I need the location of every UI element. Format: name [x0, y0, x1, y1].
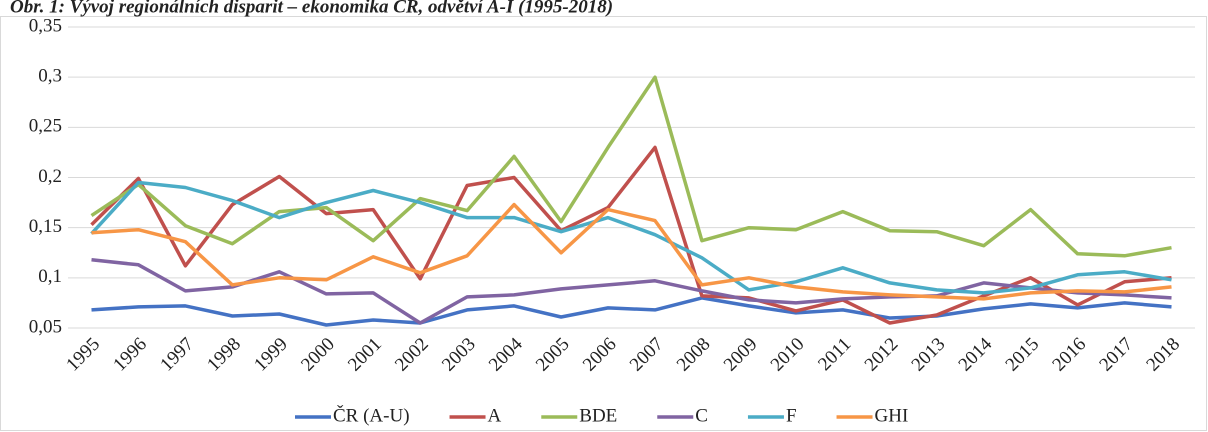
y-tick-label: 0,2: [38, 166, 62, 187]
x-tick-label: 2002: [391, 334, 433, 376]
y-tick-label: 0,15: [29, 216, 62, 237]
x-tick-label: 2006: [579, 334, 621, 376]
y-tick-label: 0,05: [29, 316, 62, 337]
x-tick-label: 1995: [62, 334, 104, 376]
legend-label: BDE: [579, 405, 617, 426]
x-tick-label: 1997: [156, 334, 198, 376]
x-tick-label: 2013: [908, 334, 950, 376]
y-tick-label: 0,3: [38, 66, 62, 87]
series-line: [90, 180, 1172, 295]
x-tick-label: 2010: [767, 334, 809, 376]
x-tick-label: 2017: [1095, 334, 1137, 376]
series-line: [91, 202, 1172, 301]
x-tick-label: 2015: [1002, 334, 1044, 376]
x-tick-label: 2005: [532, 334, 574, 376]
x-tick-label: 2012: [861, 334, 903, 376]
legend-label: A: [488, 405, 502, 426]
x-tick-label: 2003: [438, 334, 480, 376]
x-tick-label: 1998: [203, 334, 245, 376]
x-tick-label: 1999: [250, 334, 292, 376]
x-tick-label: 2001: [344, 334, 386, 376]
y-tick-label: 0,1: [38, 266, 62, 287]
series-line: [91, 296, 1172, 327]
series-line: [90, 75, 1172, 258]
y-tick-label: 0,25: [29, 116, 62, 137]
legend-label: GHI: [875, 405, 909, 426]
x-tick-label: 2000: [297, 334, 339, 376]
x-tick-label: 2009: [720, 334, 762, 376]
x-tick-label: 2008: [673, 334, 715, 376]
x-tick-label: 2011: [814, 334, 855, 375]
legend-label: ČR (A-U): [333, 404, 410, 426]
x-tick-label: 2018: [1142, 334, 1184, 376]
series-line: [91, 258, 1172, 325]
x-tick-label: 2014: [955, 333, 997, 375]
chart-title: Obr. 1: Vývoj regionálních disparit – ek…: [10, 0, 613, 17]
y-tick-label: 0,35: [29, 15, 62, 36]
x-tick-label: 2004: [485, 333, 527, 375]
chart-frame: [0, 16, 1207, 431]
x-tick-label: 2007: [626, 334, 668, 376]
legend-label: C: [695, 405, 708, 426]
x-tick-label: 2016: [1049, 334, 1091, 376]
x-tick-label: 1996: [109, 334, 151, 376]
legend-label: F: [786, 405, 797, 426]
